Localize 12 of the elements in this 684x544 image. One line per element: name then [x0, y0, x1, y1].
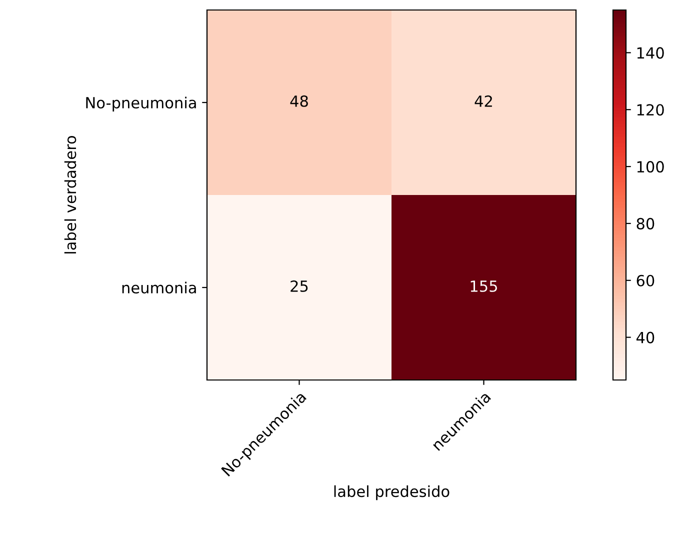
data-label: 25	[290, 280, 308, 292]
color-bar-label: 100	[637, 161, 664, 173]
data-label: 155	[470, 280, 497, 292]
x-axis-title: label predesido	[334, 485, 450, 500]
color-bar-label: 60	[636, 274, 654, 286]
color-bar-label: 40	[636, 332, 654, 344]
data-label: 48	[290, 95, 308, 107]
color-bar-label: 120	[637, 104, 664, 116]
color-bar-label: 80	[636, 218, 654, 230]
y-axis-title: label verdadero	[64, 136, 76, 254]
data-label: 42	[474, 95, 492, 107]
color-bar-label: 140	[637, 47, 664, 59]
